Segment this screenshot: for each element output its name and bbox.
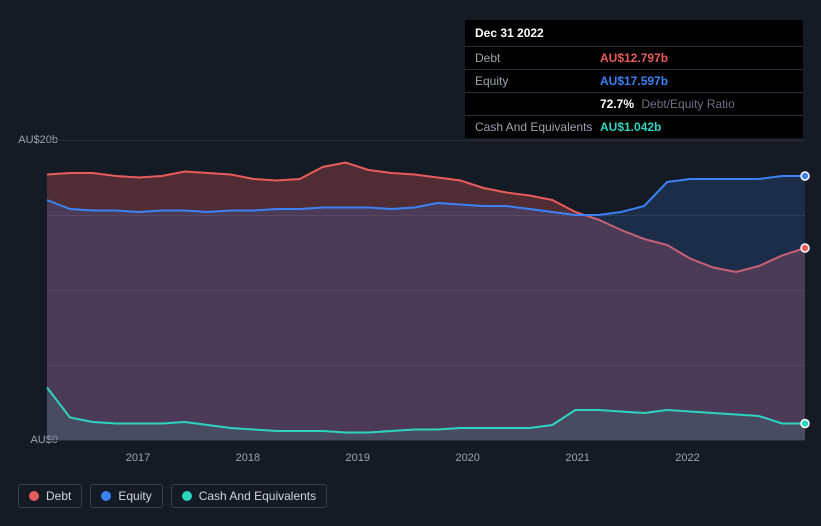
tooltip-row-label: Cash And Equivalents	[475, 120, 600, 134]
legend-swatch	[182, 491, 192, 501]
tooltip-row: Cash And EquivalentsAU$1.042b	[465, 116, 803, 138]
tooltip-row-value: AU$12.797b	[600, 51, 668, 65]
legend-item-debt[interactable]: Debt	[18, 484, 82, 508]
tooltip-row-label: Equity	[475, 74, 600, 88]
grid-line	[47, 440, 805, 441]
tooltip-row-suffix: Debt/Equity Ratio	[638, 97, 735, 111]
tooltip-date: Dec 31 2022	[465, 20, 803, 47]
legend-label: Equity	[118, 489, 151, 503]
chart-area	[47, 140, 805, 440]
x-axis-label: 2017	[126, 452, 150, 464]
x-axis-label: 2018	[236, 452, 260, 464]
legend-swatch	[101, 491, 111, 501]
legend: Debt Equity Cash And Equivalents	[18, 484, 327, 508]
x-axis-label: 2019	[346, 452, 370, 464]
series-marker-cash-and-equivalents	[801, 420, 809, 428]
tooltip-row: EquityAU$17.597b	[465, 70, 803, 93]
tooltip-row-label	[475, 97, 600, 111]
legend-label: Cash And Equivalents	[199, 489, 316, 503]
legend-item-equity[interactable]: Equity	[90, 484, 162, 508]
legend-label: Debt	[46, 489, 71, 503]
chart-tooltip: Dec 31 2022 DebtAU$12.797bEquityAU$17.59…	[465, 20, 803, 138]
tooltip-row-value: 72.7% Debt/Equity Ratio	[600, 97, 735, 111]
series-area-equity	[47, 176, 805, 440]
series-marker-equity	[801, 172, 809, 180]
tooltip-row-label: Debt	[475, 51, 600, 65]
x-axis-label: 2020	[455, 452, 479, 464]
series-marker-debt	[801, 244, 809, 252]
tooltip-row: 72.7% Debt/Equity Ratio	[465, 93, 803, 116]
chart-svg	[47, 140, 805, 440]
x-axis-label: 2022	[675, 452, 699, 464]
tooltip-row: DebtAU$12.797b	[465, 47, 803, 70]
tooltip-row-value: AU$1.042b	[600, 120, 661, 134]
x-axis-label: 2021	[565, 452, 589, 464]
legend-item-cash-and-equivalents[interactable]: Cash And Equivalents	[171, 484, 327, 508]
tooltip-row-value: AU$17.597b	[600, 74, 668, 88]
legend-swatch	[29, 491, 39, 501]
